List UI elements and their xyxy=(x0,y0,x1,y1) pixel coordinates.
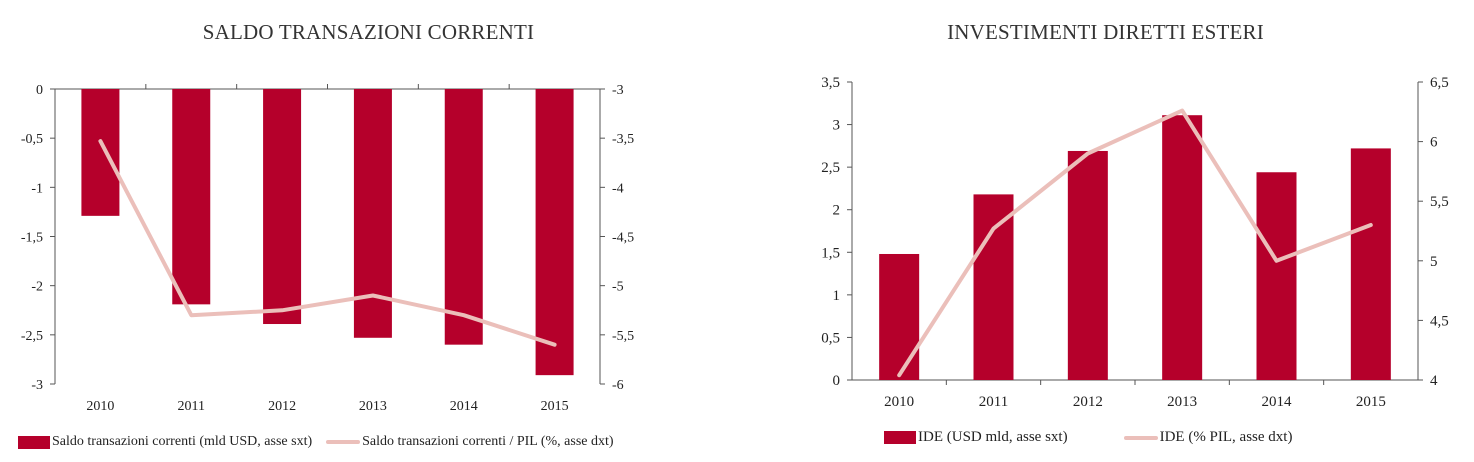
line-point xyxy=(281,309,283,311)
bar xyxy=(535,89,574,376)
legend-item-bar: Saldo transazioni correnti (mld USD, ass… xyxy=(18,434,312,450)
line-point xyxy=(1181,110,1183,112)
current-account-chart: 0 -0,5 -1 -1,5 -2 -2,5 -3 -3 -3,5 -4 -4,5 -5 -5,5 -6 2… xyxy=(21,83,634,414)
chart-title: INVESTIMENTI DIRETTI ESTERI xyxy=(947,20,1264,44)
legend-swatch-line xyxy=(1123,435,1158,440)
line-point xyxy=(1087,153,1089,155)
line-point xyxy=(1370,224,1372,226)
fdi-chart: 0 0,5 1 1,5 2 2,5 3 3,5 4 4,5 5 5,5 6 6,5 2010 2011 2012… xyxy=(821,75,1449,410)
y-right-tick-label: 4,5 xyxy=(1430,313,1449,329)
y-left-tick-label: -0,5 xyxy=(21,132,43,147)
line-point xyxy=(1276,260,1277,262)
x-tick-label: 2010 xyxy=(884,394,914,410)
legend-swatch-bar xyxy=(884,431,916,444)
bar xyxy=(1162,115,1203,380)
line-point xyxy=(372,295,374,296)
legend-item-bar: IDE (USD mld, asse sxt) xyxy=(884,429,1068,446)
y-left-tick-label: 0 xyxy=(36,83,43,98)
legend-label: Saldo transazioni correnti / PIL (%, ass… xyxy=(362,434,614,449)
y-left-tick-label: 1 xyxy=(833,288,841,304)
y-right-tick-label: -5,5 xyxy=(612,329,634,344)
bar xyxy=(1256,172,1297,380)
y-left-tick-label: 1,5 xyxy=(821,245,840,261)
y-left-tick-label: 2 xyxy=(833,203,841,219)
x-tick-label: 2014 xyxy=(1262,394,1293,410)
chart-panel-fdi: INVESTIMENTI DIRETTI ESTERI 0 0,5 1 1,5 2 2,5… xyxy=(737,0,1474,462)
bar xyxy=(444,89,483,345)
legend-label: IDE (% PIL, asse dxt) xyxy=(1159,429,1293,445)
legend-item-line: IDE (% PIL, asse dxt) xyxy=(1123,429,1293,446)
y-right-tick-label: -4,5 xyxy=(612,231,634,246)
bar xyxy=(879,253,920,380)
chart-panel-current-account: SALDO TRANSAZIONI CORRENTI 0 -0,5 -1 -1,5 -2… xyxy=(18,20,634,450)
line-point xyxy=(993,228,994,230)
x-tick-label: 2010 xyxy=(86,399,114,414)
y-left-tick-label: 0,5 xyxy=(821,330,840,346)
line-point xyxy=(554,344,556,346)
y-right-tick-label: -3,5 xyxy=(612,132,634,147)
x-tick-label: 2012 xyxy=(268,399,296,414)
bar xyxy=(263,89,302,325)
y-right-tick-label: 6 xyxy=(1430,135,1438,151)
line-point xyxy=(463,314,465,316)
y-left-tick-label: 2,5 xyxy=(821,160,840,176)
y-left-tick-label: -1 xyxy=(31,181,43,196)
x-tick-label: 2015 xyxy=(1356,394,1386,410)
legend: Saldo transazioni correnti (mld USD, ass… xyxy=(18,434,628,450)
bar xyxy=(1067,150,1108,380)
series-line xyxy=(897,108,1373,378)
y-right-tick-label: -4 xyxy=(612,181,624,196)
x-tick-label: 2015 xyxy=(541,399,569,414)
bar xyxy=(81,89,120,216)
x-tick-label: 2013 xyxy=(1167,394,1197,410)
y-left-tick-label: -3 xyxy=(31,378,43,393)
bar xyxy=(973,194,1014,380)
series-line xyxy=(98,139,557,347)
legend: IDE (USD mld, asse sxt) IDE (% PIL, asse… xyxy=(884,429,1306,446)
y-left-tick-label: -2,5 xyxy=(21,329,43,344)
legend-swatch-line xyxy=(326,440,361,444)
y-right-tick-label: 6,5 xyxy=(1430,75,1449,91)
legend-swatch-bar xyxy=(18,435,50,449)
chart-title: SALDO TRANSAZIONI CORRENTI xyxy=(202,20,535,44)
y-left-tick-label: -2 xyxy=(31,280,43,295)
y-left-tick-label: 0 xyxy=(833,373,841,389)
y-right-tick-label: -5 xyxy=(612,280,624,295)
line-point xyxy=(190,314,192,316)
bar xyxy=(172,89,211,305)
x-tick-label: 2011 xyxy=(979,394,1008,410)
bar xyxy=(1350,148,1391,380)
legend-label: Saldo transazioni correnti (mld USD, ass… xyxy=(52,434,313,449)
x-tick-label: 2011 xyxy=(178,399,205,414)
y-left-tick-label: -1,5 xyxy=(21,231,43,246)
line-point xyxy=(99,140,101,142)
x-tick-label: 2012 xyxy=(1073,394,1103,410)
y-right-tick-label: 4 xyxy=(1430,373,1438,389)
y-left-tick-label: 3 xyxy=(833,118,841,134)
line-point xyxy=(898,374,900,376)
y-right-tick-label: 5 xyxy=(1430,254,1438,270)
y-right-tick-label: -3 xyxy=(612,83,624,98)
legend-label: IDE (USD mld, asse sxt) xyxy=(918,429,1068,445)
legend-item-line: Saldo transazioni correnti / PIL (%, ass… xyxy=(326,434,614,450)
x-tick-label: 2013 xyxy=(359,399,387,414)
y-left-tick-label: 3,5 xyxy=(821,75,840,91)
y-right-tick-label: 5,5 xyxy=(1430,194,1449,210)
x-tick-label: 2014 xyxy=(450,399,478,414)
bar xyxy=(353,89,392,338)
y-right-tick-label: -6 xyxy=(612,378,624,393)
